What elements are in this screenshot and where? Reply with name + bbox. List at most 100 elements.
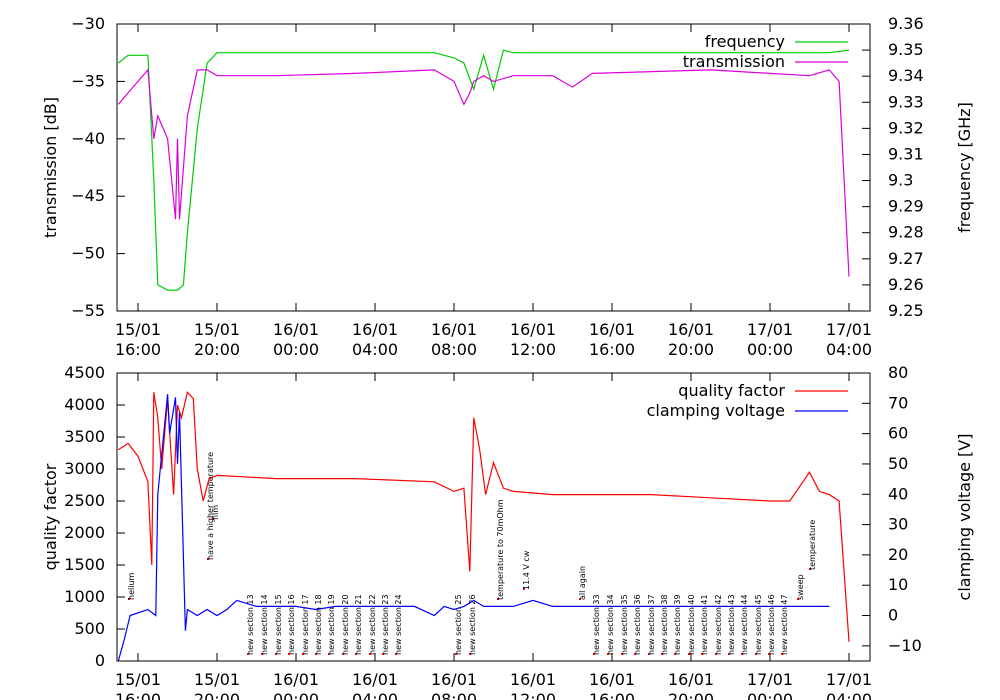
legend-label: transmission: [683, 52, 785, 71]
annotation-label: new section 39: [673, 594, 682, 655]
y2-tick-label: 60: [888, 424, 908, 443]
y2-tick-label: 9.31: [888, 144, 924, 163]
x-tick-label-date: 16/01: [431, 670, 477, 689]
x-tick-label-time: 08:00: [431, 690, 477, 700]
x-tick-label-date: 16/01: [352, 320, 398, 339]
x-tick-label-time: 20:00: [668, 690, 714, 700]
x-tick-label-date: 16/01: [510, 320, 556, 339]
annotation-label: new section 23: [381, 594, 390, 655]
y-tick-label: −45: [71, 186, 105, 205]
y2-tick-label: 9.27: [888, 249, 924, 268]
x-tick-label-time: 20:00: [668, 340, 714, 359]
series-line-quality-factor: [117, 390, 850, 642]
annotation-label: all again: [578, 566, 587, 600]
annotation-label: new section 18: [314, 594, 323, 655]
y2-tick-label: 9.32: [888, 118, 924, 137]
annotation-label: new section 37: [647, 594, 656, 655]
annotation-label: new section 36: [633, 594, 642, 655]
y2-tick-label: 9.26: [888, 275, 924, 294]
x-tick-label-time: 04:00: [352, 690, 398, 700]
annotation-label: 11.4 V cw: [522, 550, 531, 590]
annotation-label: temperature: [808, 520, 817, 570]
x-tick-label-time: 16:00: [115, 340, 161, 359]
annotation-label: new section 42: [714, 594, 723, 655]
annotation-label: new section 17: [301, 594, 310, 655]
annotation-label: new section 38: [660, 594, 669, 655]
annotation-label: new section 22: [368, 594, 377, 655]
x-tick-label-date: 16/01: [668, 320, 714, 339]
x-tick-label-time: 16:00: [115, 690, 161, 700]
annotation-label: new section 33: [592, 594, 601, 655]
legend-label: frequency: [705, 32, 785, 51]
annotation-label: new section 16: [287, 594, 296, 655]
annotation-label: new section 24: [394, 594, 403, 655]
annotation-label: new section 13: [246, 594, 255, 655]
x-tick-label-date: 17/01: [747, 670, 793, 689]
y-axis-label: quality factor: [41, 463, 60, 570]
y-tick-label: −55: [71, 301, 105, 320]
series-line-transmission: [117, 68, 850, 277]
annotation-label: have a higher temperature: [206, 452, 215, 560]
x-tick-label-date: 16/01: [431, 320, 477, 339]
annotation-label: new section 26: [468, 594, 477, 655]
y-tick-label: 4000: [64, 395, 105, 414]
x-tick-label-time: 04:00: [826, 340, 872, 359]
annotation-label: new section 40: [687, 594, 696, 655]
y2-axis-label: clamping voltage [V]: [955, 434, 974, 601]
annotation-label: new section 35: [620, 594, 629, 655]
y-tick-label: 2000: [64, 523, 105, 542]
y-tick-label: 4500: [64, 363, 105, 382]
y2-tick-label: 9.28: [888, 223, 924, 242]
y2-tick-label: 20: [888, 545, 908, 564]
annotation-label: new section 41: [700, 594, 709, 655]
annotation-label: helium: [127, 572, 136, 600]
y2-tick-label: 40: [888, 484, 908, 503]
annotation-label: sweep: [796, 574, 805, 600]
y-tick-label: 2500: [64, 491, 105, 510]
x-tick-label-date: 15/01: [194, 670, 240, 689]
y2-tick-label: 9.34: [888, 66, 924, 85]
y2-tick-label: 9.3: [888, 171, 913, 190]
y-tick-label: −35: [71, 71, 105, 90]
x-tick-label-time: 04:00: [826, 690, 872, 700]
x-tick-label-date: 17/01: [826, 320, 872, 339]
annotation-label: new section 47: [780, 594, 789, 655]
y-tick-label: 0: [95, 651, 105, 670]
y2-tick-label: 9.29: [888, 197, 924, 216]
x-tick-label-time: 20:00: [194, 340, 240, 359]
annotation-label: new section 45: [754, 594, 763, 655]
y2-tick-label: 9.25: [888, 301, 924, 320]
x-tick-label-date: 15/01: [115, 320, 161, 339]
y2-tick-label: 70: [888, 393, 908, 412]
y2-tick-label: −10: [888, 636, 922, 655]
x-tick-label-date: 16/01: [589, 320, 635, 339]
annotation-label: new section 19: [327, 594, 336, 655]
series-line-clamping-voltage: [117, 394, 830, 662]
x-tick-label-date: 16/01: [273, 320, 319, 339]
annotation-label: film: [211, 505, 220, 520]
x-tick-label-time: 00:00: [747, 340, 793, 359]
plot-frame: [116, 23, 871, 312]
x-tick-label-date: 16/01: [273, 670, 319, 689]
y2-tick-label: 50: [888, 454, 908, 473]
y-tick-label: −50: [71, 244, 105, 263]
annotation-label: temperature to 70mOhm: [496, 499, 505, 600]
annotation-label: new section 34: [606, 594, 615, 655]
x-tick-label-date: 15/01: [115, 670, 161, 689]
x-tick-label-time: 20:00: [194, 690, 240, 700]
x-tick-label-time: 16:00: [589, 690, 635, 700]
x-tick-label-date: 16/01: [352, 670, 398, 689]
annotation-label: new section 15: [274, 594, 283, 655]
y-tick-label: 500: [74, 619, 105, 638]
x-tick-label-date: 15/01: [194, 320, 240, 339]
x-tick-label-date: 16/01: [589, 670, 635, 689]
annotation-label: new section 25: [454, 594, 463, 655]
y2-tick-label: 9.33: [888, 92, 924, 111]
x-tick-label-time: 12:00: [510, 340, 556, 359]
x-tick-label-date: 16/01: [510, 670, 556, 689]
series-line-frequency: [117, 49, 850, 291]
y-tick-label: 3000: [64, 459, 105, 478]
y2-tick-label: 9.36: [888, 14, 924, 33]
y2-tick-label: 0: [888, 606, 898, 625]
